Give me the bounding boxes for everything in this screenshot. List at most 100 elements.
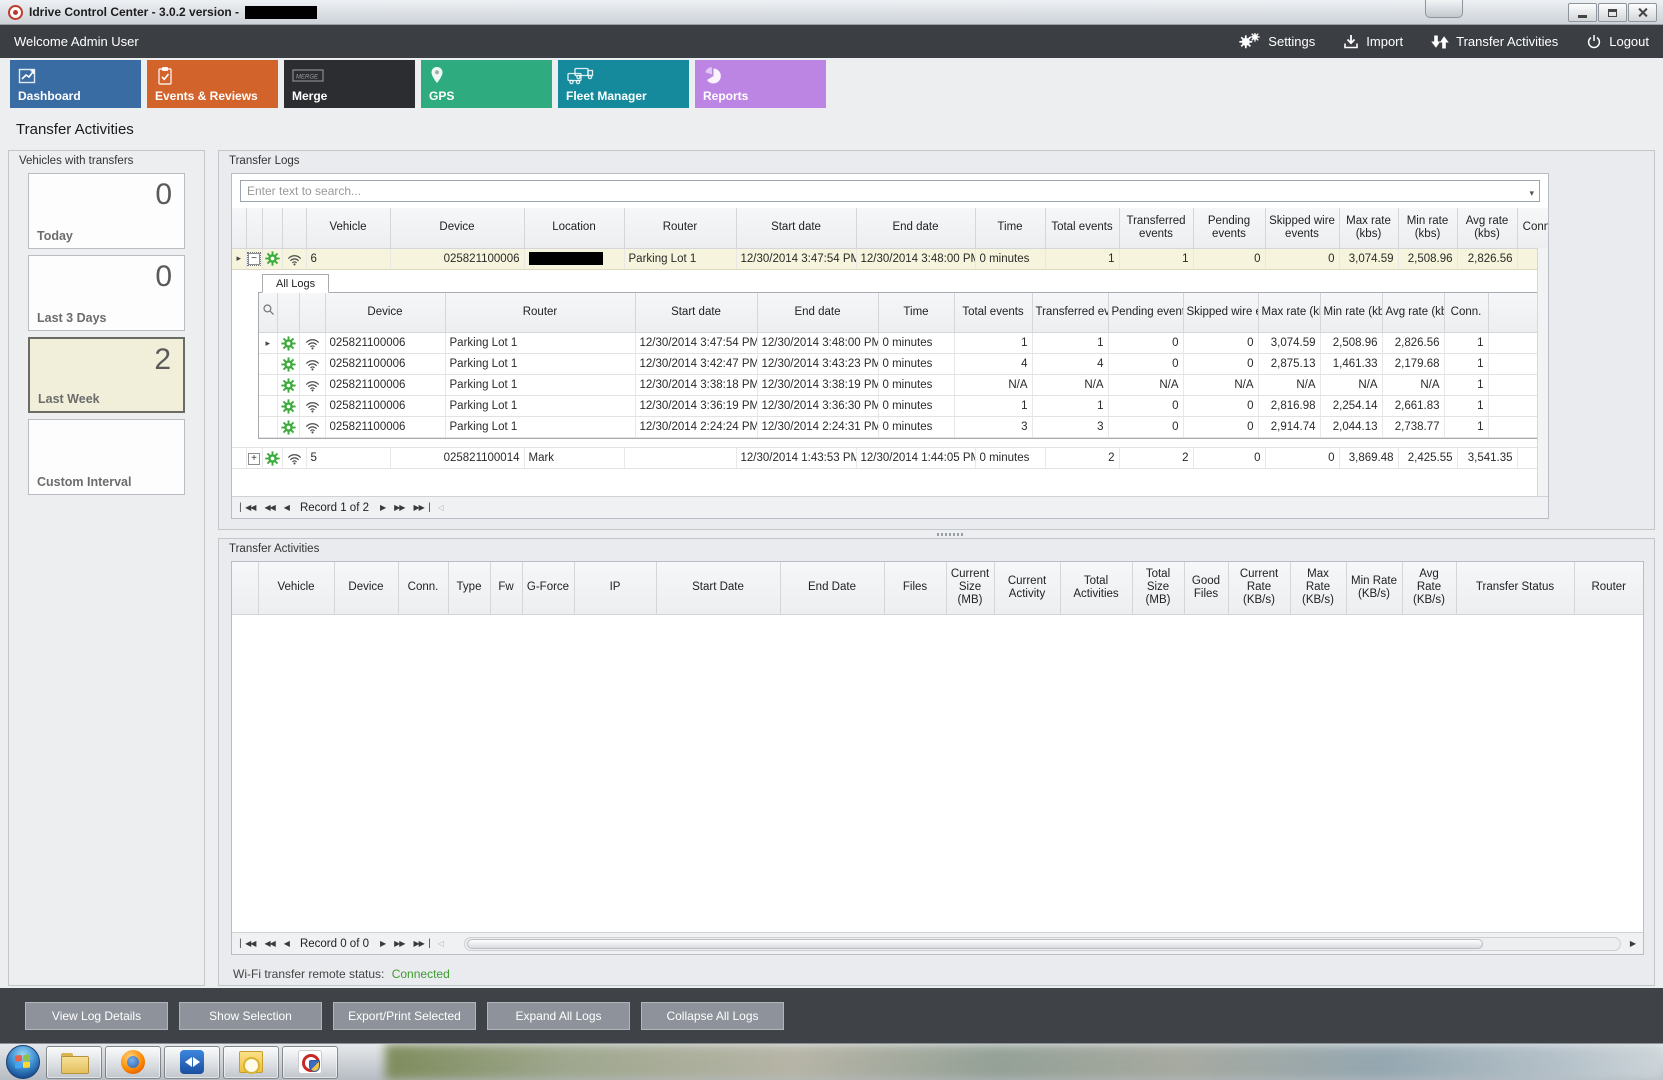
col-skipped-wire-events[interactable]: Skipped wire events [1182, 292, 1259, 333]
col-router[interactable]: Router [623, 208, 737, 249]
expand-all-logs-button[interactable]: Expand All Logs [487, 1001, 630, 1030]
col-max-rate[interactable]: Max rate (kbs) [1338, 208, 1399, 249]
search-input[interactable] [240, 180, 1540, 202]
settings-button[interactable]: Settings [1239, 32, 1315, 51]
nav-fast-prev-icon[interactable]: ◀◀ [264, 503, 275, 512]
nav-next-icon[interactable]: ▶ [379, 939, 386, 948]
card-last-3-days[interactable]: 0 Last 3 Days [28, 255, 185, 331]
start-button[interactable] [6, 1045, 40, 1079]
col-transferred-events[interactable]: Transferred events [1118, 208, 1194, 249]
search-icon[interactable] [262, 303, 276, 317]
col-total-activities[interactable]: Total Activities [1059, 562, 1133, 615]
tab-dashboard[interactable]: Dashboard [10, 60, 141, 108]
col-device[interactable]: Device [389, 208, 525, 249]
col-start-date[interactable]: Start date [634, 292, 758, 333]
col-vehicle[interactable]: Vehicle [305, 208, 391, 249]
tab-fleet-manager[interactable]: Fleet Manager [558, 60, 689, 108]
table-row[interactable]: 025821100006 Parking Lot 1 12/30/2014 3:… [259, 374, 1548, 396]
table-row[interactable]: 025821100006 Parking Lot 1 12/30/2014 3:… [259, 395, 1548, 417]
col-max-rate[interactable]: Max rate (kbs) [1257, 292, 1321, 333]
col-device[interactable]: Device [324, 292, 446, 333]
taskbar-firefox-button[interactable] [105, 1045, 161, 1079]
card-last-week[interactable]: 2 Last Week [28, 337, 185, 413]
col-good-files[interactable]: Good Files [1183, 562, 1229, 615]
col-avg-rate[interactable]: Avg rate (kbs) [1381, 292, 1445, 333]
col-conn[interactable]: Conn. [1516, 208, 1548, 249]
col-end-date[interactable]: End Date [779, 562, 885, 615]
export-print-selected-button[interactable]: Export/Print Selected [333, 1001, 476, 1030]
tab-all-logs[interactable]: All Logs [262, 273, 330, 293]
col-transfer-status[interactable]: Transfer Status [1455, 562, 1575, 615]
col-avg-rate[interactable]: Avg rate (kbs) [1456, 208, 1518, 249]
col-ip[interactable]: IP [573, 562, 657, 615]
col-files[interactable]: Files [883, 562, 947, 615]
panel-splitter[interactable] [218, 530, 1655, 538]
taskbar-outlook-button[interactable] [223, 1045, 279, 1079]
nav-first-icon[interactable]: ▏◀◀ [240, 939, 257, 948]
table-row[interactable]: ▸ 025821100006 Parking Lot 1 12/30/2014 … [259, 332, 1548, 354]
col-min-rate[interactable]: Min Rate (KB/s) [1345, 562, 1403, 615]
card-today[interactable]: 0 Today [28, 173, 185, 249]
col-current-activity[interactable]: Current Activity [993, 562, 1061, 615]
maximize-button[interactable] [1598, 3, 1627, 22]
collapse-row-icon[interactable]: − [247, 252, 261, 266]
col-time[interactable]: Time [877, 292, 955, 333]
transfer-activities-button[interactable]: Transfer Activities [1431, 34, 1558, 50]
minimize-button[interactable] [1568, 3, 1597, 22]
nav-first-icon[interactable]: ▏◀◀ [240, 503, 257, 512]
nav-fast-next-icon[interactable]: ▶▶ [394, 939, 405, 948]
col-min-rate[interactable]: Min rate (kbs) [1397, 208, 1458, 249]
scrollbar-thumb[interactable] [467, 938, 1484, 949]
col-total-events[interactable]: Total events [1044, 208, 1120, 249]
tab-reports[interactable]: Reports [695, 60, 826, 108]
col-type[interactable]: Type [447, 562, 491, 615]
close-button[interactable] [1628, 3, 1657, 22]
col-avg-rate[interactable]: Avg Rate (KB/s) [1401, 562, 1457, 615]
col-end-date[interactable]: End date [756, 292, 879, 333]
col-router[interactable]: Router [1573, 562, 1643, 615]
col-current-rate[interactable]: Current Rate (KB/s) [1227, 562, 1291, 615]
taskbar-teamviewer-button[interactable] [164, 1045, 220, 1079]
view-log-details-button[interactable]: View Log Details [25, 1001, 168, 1030]
col-max-rate[interactable]: Max Rate (KB/s) [1289, 562, 1347, 615]
col-time[interactable]: Time [974, 208, 1046, 249]
col-skipped-wire-events[interactable]: Skipped wire events [1264, 208, 1340, 249]
tab-gps[interactable]: GPS [421, 60, 552, 108]
nav-fast-prev-icon[interactable]: ◀◀ [264, 939, 275, 948]
nav-fast-next-icon[interactable]: ▶▶ [394, 503, 405, 512]
panel-handle[interactable] [1425, 0, 1463, 18]
tab-merge[interactable]: MERGE Merge [284, 60, 415, 108]
col-start-date[interactable]: Start date [735, 208, 857, 249]
nav-last-icon[interactable]: ▶▶▕ [413, 939, 430, 948]
scroll-right-icon[interactable]: ▶ [1629, 939, 1636, 948]
chevron-down-icon[interactable]: ▾ [1529, 188, 1534, 198]
nav-prev-icon[interactable]: ◀ [283, 503, 290, 512]
col-total-events[interactable]: Total events [953, 292, 1033, 333]
vertical-scrollbar[interactable] [1537, 248, 1548, 496]
table-row[interactable]: ▸ − 6 025821100006 Parking Lot 1 12/30/2… [232, 248, 1548, 270]
col-conn[interactable]: Conn. [397, 562, 449, 615]
nav-last-icon[interactable]: ▶▶▕ [413, 503, 430, 512]
card-custom-interval[interactable]: Custom Interval [28, 419, 185, 495]
table-row[interactable]: 025821100006 Parking Lot 1 12/30/2014 3:… [259, 353, 1548, 375]
col-pending-events[interactable]: Pending events [1192, 208, 1266, 249]
col-vehicle[interactable]: Vehicle [257, 562, 335, 615]
col-current-size[interactable]: Current Size (MB) [945, 562, 995, 615]
col-device[interactable]: Device [333, 562, 399, 615]
taskbar-file-explorer-button[interactable] [46, 1045, 102, 1079]
col-fw[interactable]: Fw [489, 562, 523, 615]
tab-events-reviews[interactable]: Events & Reviews [147, 60, 278, 108]
col-end-date[interactable]: End date [855, 208, 976, 249]
col-min-rate[interactable]: Min rate (kbs) [1319, 292, 1383, 333]
col-location[interactable]: Location [523, 208, 625, 249]
col-conn[interactable]: Conn. [1443, 292, 1489, 333]
logout-button[interactable]: Logout [1586, 34, 1649, 50]
table-row[interactable]: + 5 025821100014 Mark 12/30/2014 1:43:53… [232, 447, 1548, 469]
table-row[interactable]: 025821100006 Parking Lot 1 12/30/2014 2:… [259, 416, 1548, 438]
show-selection-button[interactable]: Show Selection [179, 1001, 322, 1030]
col-router[interactable]: Router [444, 292, 636, 333]
expand-row-icon[interactable]: + [248, 452, 260, 465]
col-pending-events[interactable]: Pending events [1107, 292, 1184, 333]
col-g-force[interactable]: G-Force [521, 562, 575, 615]
collapse-all-logs-button[interactable]: Collapse All Logs [641, 1001, 784, 1030]
